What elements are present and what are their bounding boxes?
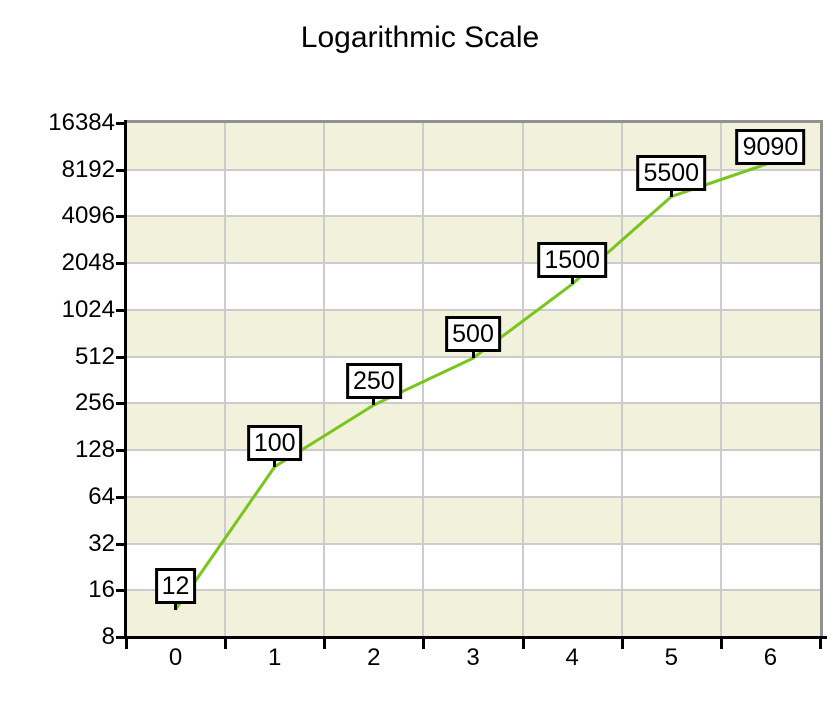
y-tick: [116, 168, 125, 172]
x-tick: [819, 639, 822, 649]
y-tick-label: 128: [74, 436, 115, 464]
y-tick: [116, 402, 125, 406]
y-tick-label: 256: [74, 389, 115, 417]
series-polyline: [174, 161, 771, 611]
y-tick-label: 8: [101, 623, 115, 650]
y-tick-label: 16384: [48, 109, 115, 136]
x-tick: [521, 639, 525, 649]
plot-area: 12 100 250 500 1500 5500 9090: [126, 123, 820, 637]
h-gridline: [127, 168, 820, 171]
x-tick-label: 3: [466, 644, 480, 671]
point-label: 250: [345, 362, 402, 399]
v-gridline: [224, 123, 227, 637]
x-tick: [125, 639, 128, 649]
y-tick: [116, 122, 125, 125]
h-gridline: [127, 308, 820, 311]
h-gridline: [127, 589, 820, 592]
y-tick: [116, 355, 125, 359]
point-label-leader: [273, 460, 277, 467]
y-tick: [116, 449, 125, 453]
point-label: 1500: [537, 242, 607, 279]
point-label-leader: [570, 278, 574, 285]
y-tick: [116, 636, 125, 639]
y-tick: [116, 589, 125, 593]
y-tick: [116, 542, 125, 546]
x-tick: [719, 639, 723, 649]
y-tick: [116, 215, 125, 219]
y-tick-label: 32: [88, 529, 115, 557]
h-gridline: [127, 402, 820, 405]
x-tick-label: 6: [763, 644, 778, 671]
point-label: 12: [154, 567, 197, 604]
y-tick-label: 2048: [61, 249, 115, 277]
y-tick: [116, 495, 125, 499]
x-tick-label: 5: [664, 644, 678, 671]
x-tick-label: 1: [268, 644, 282, 671]
plot-border-top: [126, 120, 823, 123]
x-tick-label: 2: [367, 644, 381, 671]
h-gridline: [127, 262, 820, 265]
y-tick-label: 512: [74, 342, 115, 370]
x-tick-label: 4: [565, 644, 579, 671]
y-tick-label: 1024: [61, 295, 115, 323]
point-label: 500: [445, 316, 501, 353]
interlaced-band: [127, 403, 820, 451]
y-tick: [116, 308, 125, 312]
y-tick-label: 16: [88, 576, 115, 604]
y-axis-line: [124, 120, 127, 639]
h-gridline: [127, 215, 820, 218]
y-tick-label: 8192: [61, 155, 115, 183]
x-axis-line: [117, 636, 827, 639]
interlaced-band: [127, 590, 820, 637]
point-label-leader: [174, 603, 178, 610]
y-tick-label: 4096: [61, 202, 115, 230]
h-gridline: [127, 449, 820, 452]
x-tick: [620, 639, 624, 649]
point-label: 5500: [636, 154, 707, 191]
point-label-leader: [669, 190, 673, 197]
v-gridline: [323, 123, 326, 637]
series-line: [174, 161, 771, 611]
v-gridline: [719, 123, 722, 637]
point-label-leader: [372, 398, 376, 405]
interlaced-band: [127, 496, 820, 544]
x-tick-label: 0: [168, 644, 183, 671]
interlaced-band: [127, 216, 820, 264]
v-gridline: [521, 123, 524, 637]
y-tick: [116, 262, 125, 266]
point-label: 9090: [735, 128, 806, 165]
x-tick: [224, 639, 228, 649]
h-gridline: [127, 542, 820, 545]
x-tick: [323, 639, 327, 649]
x-tick: [422, 639, 426, 649]
plot-border-right: [820, 120, 823, 637]
chart-title: Logarithmic Scale: [300, 21, 540, 54]
point-label-leader: [471, 352, 475, 359]
v-gridline: [620, 123, 623, 637]
h-gridline: [127, 495, 820, 498]
point-label: 100: [246, 424, 303, 461]
y-tick-label: 64: [88, 482, 115, 510]
